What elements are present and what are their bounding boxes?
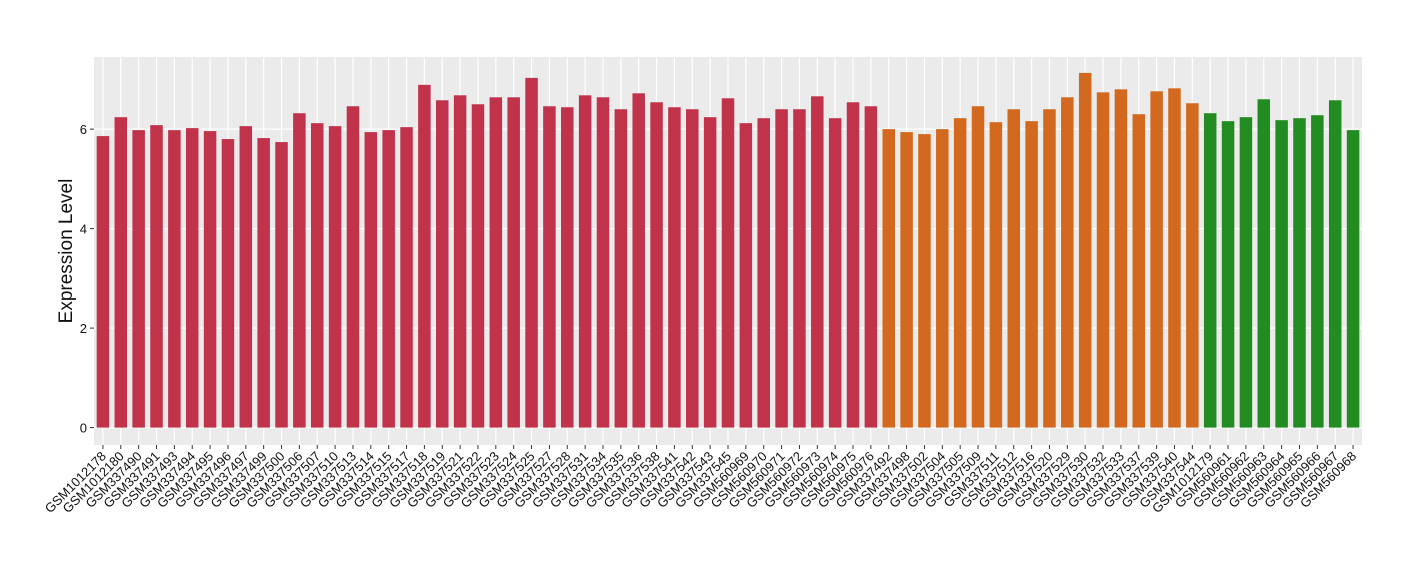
y-tick-label: 2 xyxy=(80,321,87,336)
bar xyxy=(328,126,342,428)
bar xyxy=(489,97,503,428)
bar xyxy=(989,122,1003,428)
bar xyxy=(239,126,253,428)
bar xyxy=(1043,109,1056,428)
bar xyxy=(1132,114,1146,428)
bar xyxy=(1203,113,1217,428)
bar xyxy=(1293,118,1306,428)
bar xyxy=(686,109,699,428)
bar xyxy=(1275,120,1288,428)
bar xyxy=(1150,91,1163,428)
bar xyxy=(257,138,270,428)
bar xyxy=(114,117,128,428)
bar xyxy=(971,106,985,428)
bar xyxy=(453,95,467,428)
bar xyxy=(1025,121,1038,428)
bar xyxy=(275,142,288,428)
bar xyxy=(918,134,931,428)
bar xyxy=(953,118,967,428)
bar xyxy=(221,139,235,428)
bar xyxy=(650,102,663,428)
bar xyxy=(596,97,610,428)
bar xyxy=(828,118,842,428)
bar xyxy=(436,100,449,428)
bar xyxy=(1257,99,1271,428)
bar xyxy=(203,131,217,428)
bar xyxy=(1328,100,1342,428)
y-tick-label: 0 xyxy=(80,421,87,436)
bar xyxy=(614,109,628,428)
bar xyxy=(757,118,770,428)
bar xyxy=(1078,72,1092,428)
bar xyxy=(525,77,538,428)
bar xyxy=(293,113,306,428)
bar xyxy=(168,130,181,428)
bar xyxy=(507,97,520,428)
bar xyxy=(739,123,753,428)
bar xyxy=(775,109,788,428)
y-tick-label: 4 xyxy=(80,222,87,237)
bar xyxy=(1007,109,1020,428)
bar xyxy=(346,106,360,428)
bar xyxy=(400,127,413,428)
bar xyxy=(846,102,860,428)
bar xyxy=(900,132,913,428)
bar xyxy=(96,136,110,428)
bar xyxy=(543,106,556,428)
y-tick-label: 6 xyxy=(80,122,87,137)
y-axis-title: Expression Level xyxy=(56,179,77,324)
bar xyxy=(310,123,324,428)
bar xyxy=(364,132,378,428)
bar xyxy=(1239,117,1253,428)
bar xyxy=(1114,89,1128,428)
bar xyxy=(132,130,145,428)
bar xyxy=(793,109,806,428)
bar xyxy=(668,107,681,428)
bar xyxy=(1061,97,1074,428)
bar xyxy=(936,129,949,428)
bar xyxy=(1346,130,1360,428)
bar xyxy=(1186,103,1199,428)
bar xyxy=(882,129,895,428)
bar xyxy=(150,125,163,428)
bar xyxy=(864,106,878,428)
bar xyxy=(721,98,735,428)
bar xyxy=(578,95,592,428)
bar xyxy=(471,104,485,428)
bar xyxy=(1096,92,1110,428)
bar xyxy=(185,128,199,428)
bar xyxy=(418,84,431,428)
bar xyxy=(811,96,824,428)
bar xyxy=(632,93,645,428)
bar xyxy=(1168,88,1181,428)
bar xyxy=(1221,121,1235,428)
bar xyxy=(703,117,717,428)
bar xyxy=(561,107,574,428)
bar xyxy=(1311,115,1324,428)
bar xyxy=(382,130,395,428)
